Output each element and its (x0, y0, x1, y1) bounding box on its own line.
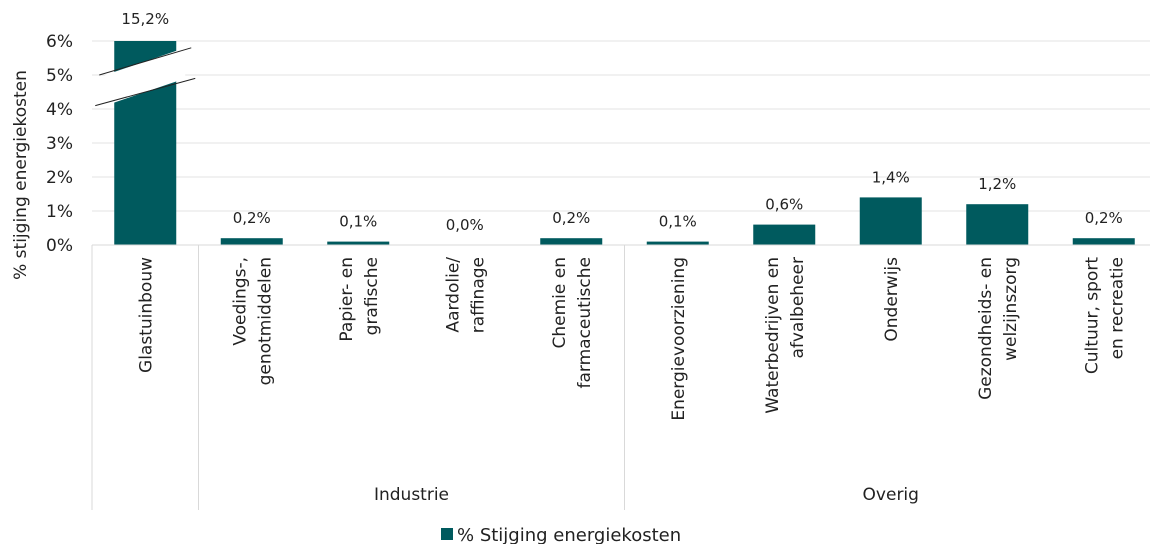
bar (327, 241, 390, 245)
y-tick-label: 3% (46, 134, 73, 154)
y-tick-label: 2% (46, 168, 73, 188)
bar (966, 204, 1029, 245)
y-axis-ticks: 0% 1% 2% 3% 4% 5% 6% (46, 32, 73, 256)
x-tick-label: Waterbedrijven en (763, 257, 783, 414)
data-label: 0,2% (1085, 209, 1123, 227)
x-tick-label: Aardolie/ (443, 257, 463, 333)
x-tick-label: Onderwijs (882, 257, 902, 342)
data-label: 0,1% (659, 213, 697, 231)
legend-swatch (441, 528, 453, 540)
x-tick-label: welzijnszorg (1001, 257, 1021, 361)
bar (1072, 238, 1135, 245)
x-tick-label: en recreatie (1107, 257, 1127, 359)
data-label: 0,2% (552, 209, 590, 227)
bar (540, 238, 603, 245)
axis-break-marks (95, 47, 196, 107)
x-tick-label: Chemie en (550, 257, 570, 348)
x-tick-label: Energievoorziening (669, 257, 689, 421)
x-tick-label: genotmiddelen (255, 257, 275, 385)
data-label: 0,0% (446, 216, 484, 234)
group-labels: Industrie Overig (91, 245, 919, 510)
legend-label: % Stijging energiekosten (457, 525, 681, 544)
y-tick-label: 4% (46, 100, 73, 120)
category-labels: Glastuinbouw Voedings-, genotmiddelen Papie… (136, 257, 1127, 421)
data-label: 1,2% (978, 175, 1016, 193)
y-tick-label: 5% (46, 66, 73, 86)
x-tick-label: grafische (362, 257, 382, 335)
data-label: 0,2% (233, 209, 271, 227)
x-tick-label: Glastuinbouw (136, 257, 156, 373)
group-label: Industrie (374, 485, 449, 505)
y-tick-label: 6% (46, 32, 73, 52)
x-tick-label: afvalbeheer (788, 257, 808, 359)
bar (646, 241, 709, 245)
data-label: 1,4% (872, 168, 910, 186)
x-tick-label: Voedings-, (230, 257, 250, 346)
data-labels: 15,2% 0,2% 0,1% 0,0% 0,2% 0,1% 0,6% 1,4% 1,2% 0,2… (121, 10, 1122, 234)
group-label: Overig (863, 485, 919, 505)
y-tick-label: 0% (46, 236, 73, 256)
bar (753, 224, 816, 245)
y-axis-label: % stijging energiekosten (11, 70, 31, 280)
x-tick-label: Papier- en (337, 257, 357, 342)
y-tick-label: 1% (46, 202, 73, 222)
x-tick-label: farmaceutische (575, 257, 595, 388)
bar (859, 197, 922, 245)
break-line (99, 47, 192, 76)
legend: % Stijging energiekosten (441, 525, 681, 544)
data-label: 15,2% (121, 10, 169, 28)
data-label: 0,1% (339, 213, 377, 231)
break-line (95, 77, 196, 107)
x-tick-label: Cultuur, sport (1082, 257, 1102, 374)
bar (220, 238, 283, 245)
break-gap (105, 47, 186, 106)
x-tick-label: raffinage (468, 257, 488, 333)
x-tick-label: Gezondheids- en (976, 257, 996, 400)
data-label: 0,6% (765, 196, 803, 214)
